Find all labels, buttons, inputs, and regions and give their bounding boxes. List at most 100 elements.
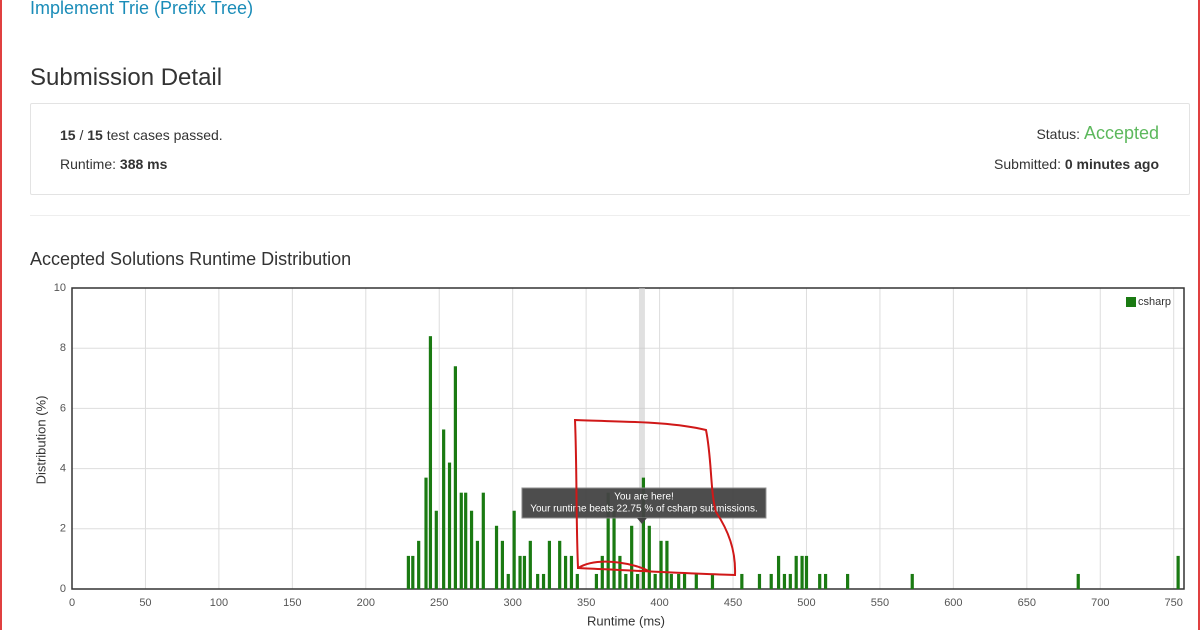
problem-link[interactable]: Implement Trie (Prefix Tree): [30, 0, 254, 18]
runtime-value: 388 ms: [119, 156, 168, 172]
cases-text: test cases passed.: [106, 127, 223, 143]
bar: [500, 540, 505, 589]
frame-edge: [1198, 0, 1200, 630]
bar: [1176, 555, 1180, 589]
bar: [417, 540, 421, 589]
highlight-band: [638, 288, 645, 589]
bar: [682, 573, 687, 589]
bar: [788, 573, 792, 589]
bar: [659, 540, 663, 589]
tooltip-box: [521, 487, 767, 519]
cases-line: 15 / 15 test cases passed.: [60, 127, 223, 143]
bar: [518, 555, 522, 589]
cases-separator: /: [79, 127, 84, 143]
bar: [846, 573, 850, 589]
tooltip-text: Your runtime beats 22.75 % of csharp sub…: [530, 504, 758, 515]
bar: [600, 555, 604, 589]
bar: [541, 573, 546, 589]
bar: [677, 573, 681, 589]
bar: [804, 555, 809, 589]
submitted-value: 0 minutes ago: [1064, 156, 1159, 172]
bar: [512, 510, 516, 589]
page-title: Submission Detail: [30, 64, 223, 91]
bar: [453, 366, 457, 589]
x-tick-label: 550: [871, 597, 889, 609]
bar: [447, 462, 452, 589]
y-axis-title: Distribution (%): [33, 396, 48, 485]
bar: [782, 573, 787, 589]
bar: [475, 540, 480, 589]
bar: [528, 540, 532, 589]
x-tick-label: 600: [944, 597, 962, 609]
x-tick-label: 700: [1091, 597, 1109, 609]
bar: [624, 573, 628, 589]
bar: [469, 510, 474, 589]
status-label: Status:: [1036, 126, 1081, 142]
bar: [618, 555, 622, 589]
x-tick-label: 200: [357, 597, 375, 609]
bar: [522, 555, 527, 589]
x-tick-label: 150: [283, 597, 301, 609]
bar: [506, 573, 510, 589]
x-tick-label: 450: [724, 597, 742, 609]
bar: [606, 492, 610, 589]
y-tick-label: 10: [54, 282, 66, 294]
bar: [464, 492, 468, 589]
x-tick-label: 500: [797, 597, 815, 609]
bar: [575, 573, 579, 589]
plot-border: [71, 287, 1185, 590]
x-tick-label: 250: [430, 597, 448, 609]
x-tick-label: 100: [210, 597, 228, 609]
summary-box: 15 / 15 test cases passed. Runtime: 388 …: [30, 103, 1190, 195]
x-axis-title: Runtime (ms): [587, 613, 665, 628]
x-tick-label: 750: [1165, 597, 1183, 609]
bar: [823, 573, 828, 589]
bar: [647, 525, 651, 589]
bar: [776, 555, 781, 589]
y-tick-label: 2: [60, 523, 66, 535]
chart-section-title: Accepted Solutions Runtime Distribution: [30, 249, 352, 269]
bar: [434, 510, 438, 589]
bar: [1076, 573, 1080, 589]
bar: [547, 540, 552, 589]
x-tick-label: 50: [139, 597, 151, 609]
bar: [558, 540, 562, 589]
bar: [612, 510, 616, 589]
x-tick-label: 0: [69, 597, 75, 609]
bar: [630, 525, 634, 589]
bar: [563, 555, 568, 589]
status-line: Status: Accepted: [1036, 123, 1159, 144]
cases-passed: 15: [60, 127, 76, 143]
bar: [794, 555, 798, 589]
y-tick-label: 6: [60, 402, 66, 414]
bar: [769, 573, 773, 589]
bar: [406, 555, 410, 589]
bar: [710, 573, 715, 589]
bar: [653, 573, 657, 589]
x-tick-label: 650: [1018, 597, 1036, 609]
bar: [442, 429, 446, 589]
bar: [536, 573, 540, 589]
bar: [740, 573, 744, 589]
bar: [569, 555, 574, 589]
bar: [594, 573, 599, 589]
bar: [757, 573, 762, 589]
cases-total: 15: [87, 127, 103, 143]
x-tick-label: 350: [577, 597, 595, 609]
y-tick-label: 0: [60, 583, 66, 595]
divider: [30, 215, 1190, 216]
hand-annotation: [573, 418, 737, 577]
x-tick-label: 400: [650, 597, 668, 609]
bar: [818, 573, 822, 589]
bar: [665, 540, 669, 589]
y-tick-label: 8: [60, 342, 66, 354]
frame-edge: [0, 0, 2, 630]
legend-label: csharp: [1138, 296, 1171, 308]
y-tick-label: 4: [60, 463, 66, 475]
runtime-line: Runtime: 388 ms: [60, 156, 167, 172]
bar: [411, 555, 415, 589]
bar: [800, 555, 804, 589]
runtime-label: Runtime:: [60, 156, 117, 172]
bar: [494, 525, 499, 589]
